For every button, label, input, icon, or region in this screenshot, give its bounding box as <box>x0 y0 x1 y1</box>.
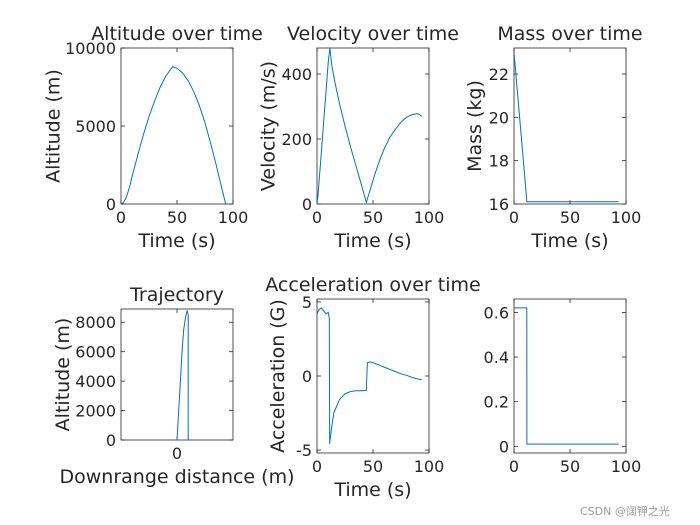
altitude-xlabel: Time (s) <box>137 230 215 252</box>
altitude-ytick-label: 10000 <box>65 39 116 58</box>
altitude-xtick-label: 100 <box>218 208 249 227</box>
trajectory-ytick-label: 0 <box>106 431 116 450</box>
acceleration-ytick-label: -5 <box>296 441 312 460</box>
velocity-ylabel: Velocity (m/s) <box>258 61 280 191</box>
acceleration-ytick-label: 5 <box>302 293 312 312</box>
trajectory-ytick-label: 6000 <box>75 343 116 362</box>
mass-series-line <box>513 52 619 203</box>
trajectory-ytick-label: 8000 <box>75 313 116 332</box>
unlabeled-ytick-label: 0 <box>499 437 509 456</box>
acceleration-frame <box>316 298 430 454</box>
trajectory-xlabel: Downrange distance (m) <box>59 466 294 488</box>
velocity-ytick-label: 400 <box>281 65 312 84</box>
unlabeled-series-line <box>514 307 619 445</box>
altitude-xtick-label: 0 <box>116 208 126 227</box>
trajectory-title: Trajectory <box>129 284 224 306</box>
mass-ytick-label: 20 <box>489 108 509 127</box>
altitude-ytick-label: 5000 <box>75 117 116 136</box>
altitude-series-line <box>120 66 227 205</box>
mass-ytick-label: 16 <box>489 195 509 214</box>
velocity-title: Velocity over time <box>287 23 459 45</box>
mass-xtick-label: 0 <box>509 208 519 227</box>
acceleration-xtick-label: 0 <box>312 457 322 476</box>
velocity-axes: 0 50 100 0 200 400 Velocity over time Time (s) V… <box>258 23 459 252</box>
unlabeled-frame <box>513 298 627 454</box>
trajectory-ylabel: Altitude (m) <box>52 318 74 432</box>
unlabeled-xtick-label: 0 <box>509 457 519 476</box>
trajectory-frame <box>120 308 234 441</box>
mass-ylabel: Mass (kg) <box>464 80 486 172</box>
mass-frame <box>513 47 627 205</box>
mass-xtick-label: 100 <box>611 208 642 227</box>
velocity-xtick-label: 100 <box>414 208 445 227</box>
altitude-ylabel: Altitude (m) <box>43 69 65 183</box>
trajectory-ytick-label: 4000 <box>75 372 116 391</box>
acceleration-ytick-label: 0 <box>302 367 312 386</box>
velocity-ytick-label: 0 <box>302 195 312 214</box>
acceleration-xtick-label: 50 <box>363 457 383 476</box>
mass-ytick-label: 22 <box>489 65 509 84</box>
trajectory-axes: 0 0 2000 4000 6000 8000 Trajectory Downrange di… <box>52 284 295 488</box>
altitude-xtick-label: 50 <box>167 208 187 227</box>
velocity-xlabel: Time (s) <box>333 230 411 252</box>
acceleration-title: Acceleration over time <box>265 274 480 296</box>
watermark: CSDN @阔钾之光 <box>580 505 670 518</box>
mass-title: Mass over time <box>497 23 642 45</box>
acceleration-xlabel: Time (s) <box>333 479 411 501</box>
velocity-xtick-label: 50 <box>363 208 383 227</box>
acceleration-ylabel: Acceleration (G) <box>267 299 289 453</box>
trajectory-ytick-label: 2000 <box>75 402 116 421</box>
unlabeled-ytick-label: 0.4 <box>484 348 509 367</box>
trajectory-xtick-label: 0 <box>172 444 182 463</box>
altitude-ytick-label: 0 <box>106 195 116 214</box>
acceleration-series-line <box>316 307 422 445</box>
velocity-series-line <box>316 47 422 205</box>
trajectory-series-line <box>176 310 189 441</box>
unlabeled-ytick-label: 0.2 <box>484 393 509 412</box>
acceleration-xtick-label: 100 <box>414 457 445 476</box>
unlabeled-xtick-label: 100 <box>611 457 642 476</box>
mass-xlabel: Time (s) <box>530 230 608 252</box>
altitude-frame <box>120 47 234 205</box>
unlabeled-ytick-label: 0.6 <box>484 303 509 322</box>
mass-axes: 0 50 100 16 18 20 22 Mass over time Time (s) Mass… <box>464 23 643 252</box>
altitude-title: Altitude over time <box>91 23 263 45</box>
velocity-xtick-label: 0 <box>312 208 322 227</box>
mass-xtick-label: 50 <box>560 208 580 227</box>
velocity-ytick-label: 200 <box>281 130 312 149</box>
unlabeled-axes: 0 50 100 0 0.2 0.4 0.6 <box>484 298 642 476</box>
unlabeled-xtick-label: 50 <box>560 457 580 476</box>
mass-ytick-label: 18 <box>489 152 509 171</box>
